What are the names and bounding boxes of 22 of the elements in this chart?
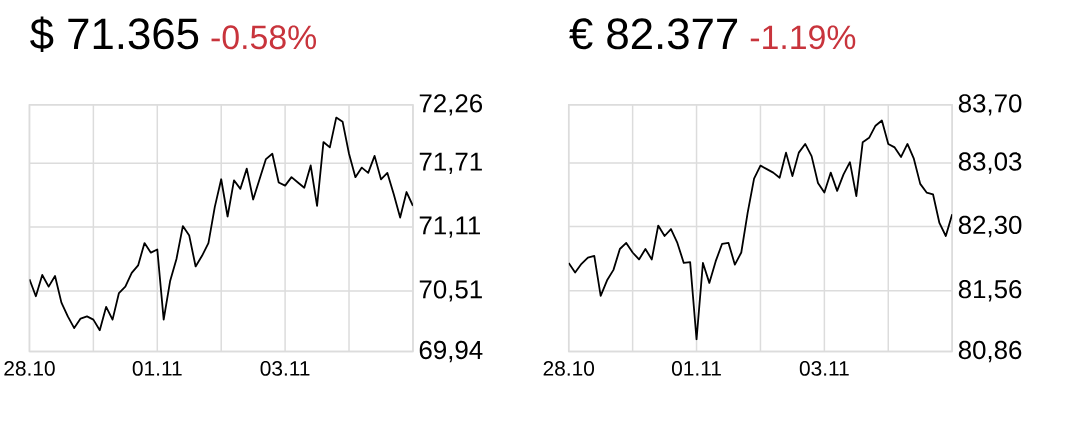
x-tick-label: 28.10 bbox=[4, 360, 55, 376]
x-tick-label: 01.11 bbox=[671, 360, 721, 376]
chart-title: $ 71.365 bbox=[30, 16, 199, 52]
y-tick-label: 70,51 bbox=[419, 280, 482, 302]
x-tick-label: 03.11 bbox=[799, 360, 849, 376]
y-tick-label: 69,94 bbox=[419, 340, 483, 362]
line-series bbox=[29, 116, 413, 331]
y-tick-label: 83,70 bbox=[958, 93, 1022, 116]
y-tick-label: 80,86 bbox=[958, 340, 1022, 362]
chart-title: € 82.377 bbox=[569, 18, 738, 50]
y-tick-label: 81,56 bbox=[958, 279, 1022, 302]
y-tick-label: 72,26 bbox=[419, 93, 483, 116]
x-tick-label: 03.11 bbox=[260, 360, 310, 376]
x-tick-label: 01.11 bbox=[132, 360, 182, 376]
y-tick-label: 71,71 bbox=[419, 152, 482, 174]
y-tick-label: 71,11 bbox=[419, 216, 480, 238]
chart-subtitle: -1.19% bbox=[750, 25, 856, 50]
y-tick-label: 82,30 bbox=[958, 215, 1022, 237]
chart-subtitle: -0.58% bbox=[211, 25, 316, 50]
y-tick-label: 83,03 bbox=[958, 152, 1022, 174]
x-tick-label: 28.10 bbox=[543, 360, 595, 376]
line-series bbox=[568, 119, 953, 341]
